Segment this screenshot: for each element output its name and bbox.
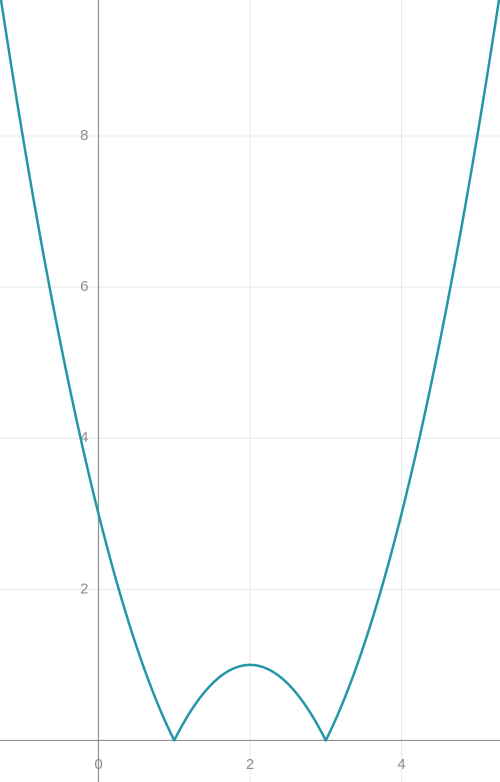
y-tick-label: 8 xyxy=(80,127,88,144)
function-plot: 0242468 xyxy=(0,0,500,782)
x-tick-label: 4 xyxy=(397,756,405,773)
x-tick-label: 0 xyxy=(94,756,102,773)
x-tick-label: 2 xyxy=(246,756,254,773)
y-tick-label: 6 xyxy=(80,278,88,295)
y-tick-label: 2 xyxy=(80,580,88,597)
